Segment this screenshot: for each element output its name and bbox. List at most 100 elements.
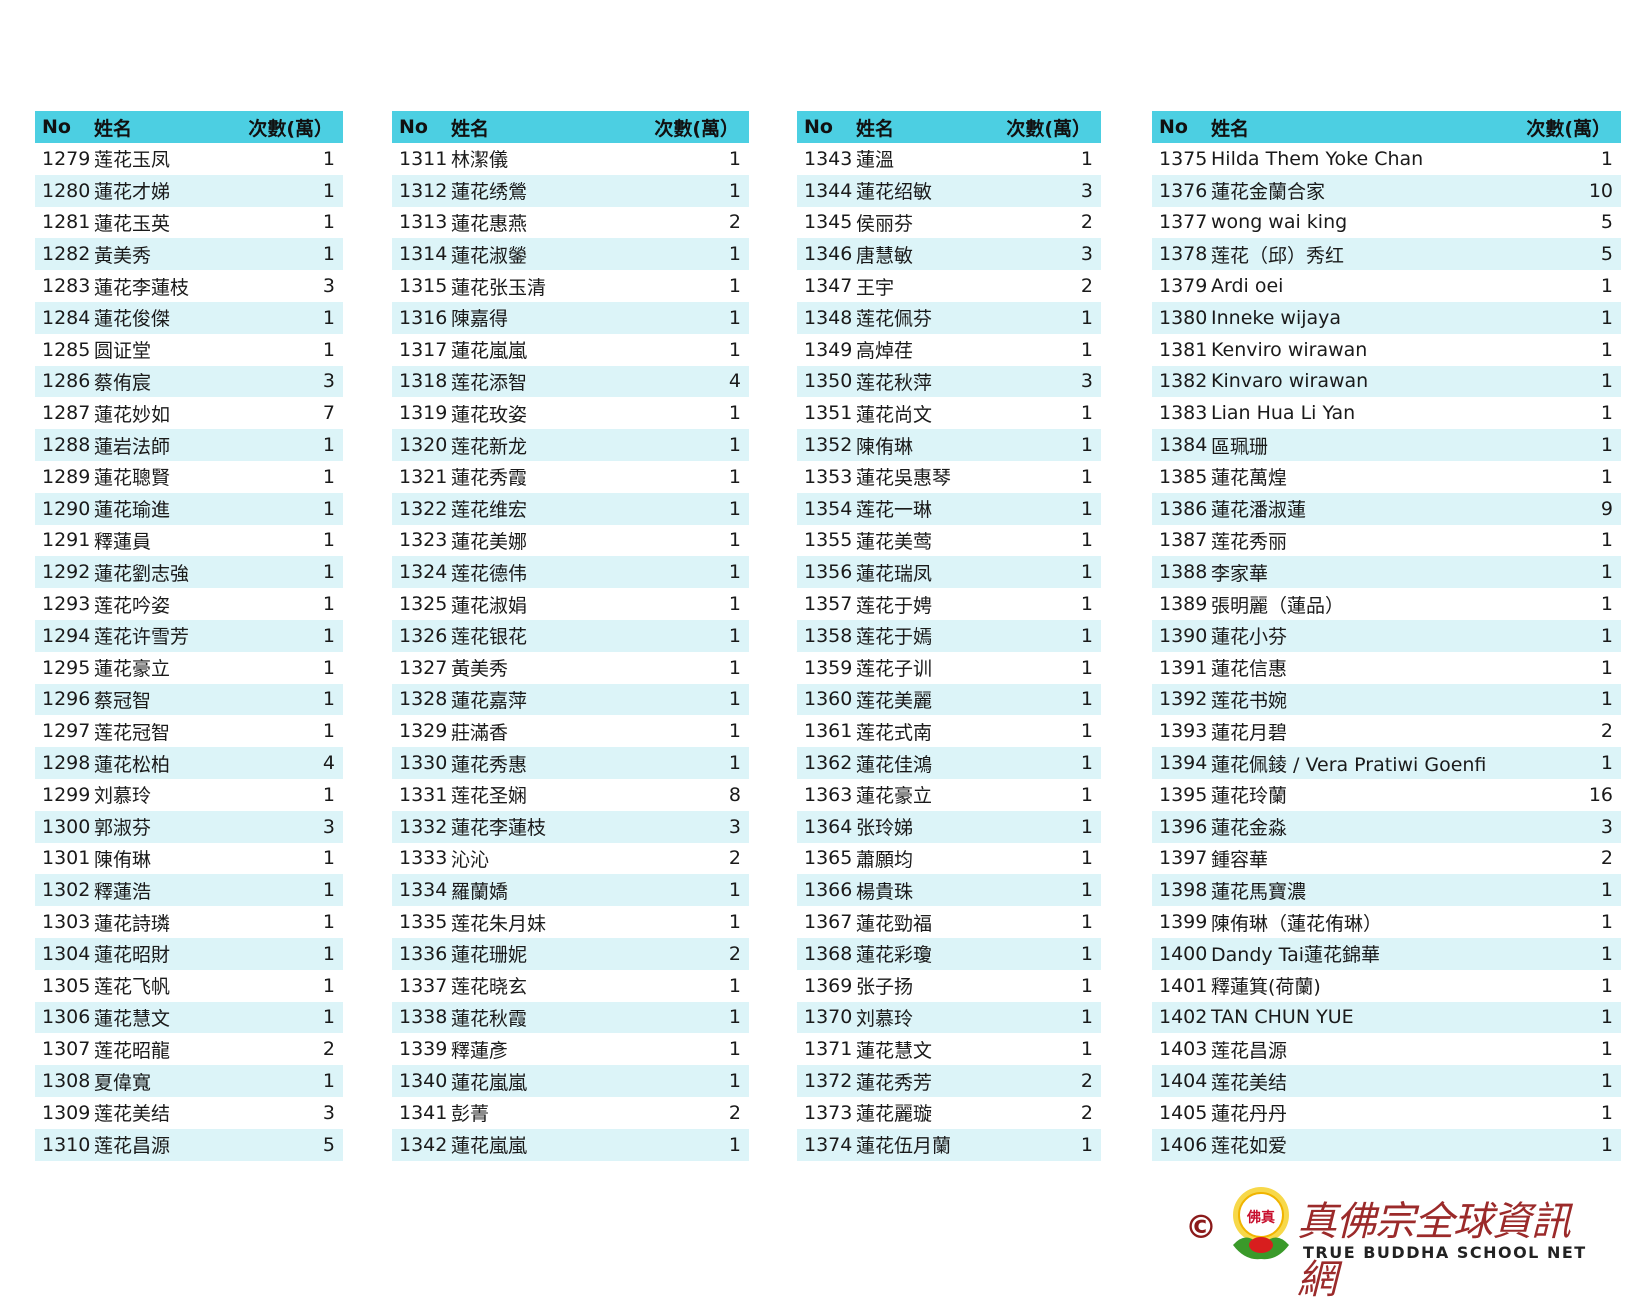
cell-no: 1378 bbox=[1159, 243, 1208, 266]
cell-no: 1361 bbox=[804, 720, 853, 743]
table-row: 1403 莲花昌源 1 bbox=[1152, 1033, 1621, 1065]
cell-name: 蓮花美莺 bbox=[856, 530, 933, 553]
table-header: No 姓名 次數(萬） bbox=[797, 111, 1101, 143]
cell-no: 1303 bbox=[42, 911, 91, 934]
header-count: 次數(萬） bbox=[1006, 117, 1091, 140]
cell-name: 蓮花淑鎣 bbox=[451, 244, 528, 267]
cell-name: 蓮花信惠 bbox=[1211, 658, 1288, 681]
cell-no: 1386 bbox=[1159, 497, 1208, 520]
cell-count: 1 bbox=[1080, 879, 1093, 902]
cell-name: 莊滿香 bbox=[451, 721, 509, 744]
table-row: 1366 楊貴珠 1 bbox=[797, 874, 1101, 907]
cell-no: 1380 bbox=[1159, 306, 1208, 329]
table-row: 1308 夏偉寬 1 bbox=[35, 1065, 343, 1097]
cell-no: 1279 bbox=[42, 147, 91, 170]
table-row: 1389 張明麗（蓮品） 1 bbox=[1152, 588, 1621, 620]
cell-count: 5 bbox=[1600, 243, 1613, 266]
table-row: 1304 蓮花昭財 1 bbox=[35, 937, 343, 970]
table-row: 1316 陳嘉得 1 bbox=[392, 301, 749, 334]
cell-count: 1 bbox=[728, 434, 741, 457]
cell-name: 蓮花麗璇 bbox=[856, 1103, 933, 1126]
cell-count: 1 bbox=[1600, 1070, 1613, 1092]
table-row: 1382 Kinvaro wirawan 1 bbox=[1152, 365, 1621, 398]
cell-no: 1304 bbox=[42, 942, 91, 965]
cell-count: 1 bbox=[322, 1070, 335, 1092]
cell-no: 1376 bbox=[1159, 179, 1208, 202]
cell-name: 蓮花秀芳 bbox=[856, 1071, 933, 1094]
table-row: 1325 蓮花淑娟 1 bbox=[392, 588, 749, 620]
cell-no: 1296 bbox=[42, 688, 91, 711]
cell-name: 蓮花李蓮枝 bbox=[94, 276, 190, 299]
cell-no: 1393 bbox=[1159, 720, 1208, 743]
cell-no: 1349 bbox=[804, 338, 853, 361]
cell-no: 1366 bbox=[804, 879, 853, 902]
table-row: 1333 沁沁 2 bbox=[392, 843, 749, 875]
cell-name: 蓮花金淼 bbox=[1211, 817, 1288, 840]
cell-name: 張明麗（蓮品） bbox=[1211, 594, 1345, 617]
cell-no: 1344 bbox=[804, 179, 853, 202]
cell-name: 蓮岩法師 bbox=[94, 435, 171, 458]
cell-no: 1308 bbox=[42, 1070, 91, 1092]
cell-count: 3 bbox=[1600, 815, 1613, 838]
cell-no: 1286 bbox=[42, 370, 91, 393]
cell-count: 5 bbox=[1600, 211, 1613, 234]
cell-no: 1311 bbox=[399, 147, 448, 170]
cell-no: 1405 bbox=[1159, 1101, 1208, 1124]
cell-name: 刘慕玲 bbox=[856, 1007, 914, 1030]
cell-count: 1 bbox=[728, 624, 741, 647]
cell-no: 1339 bbox=[399, 1038, 448, 1061]
cell-count: 1 bbox=[322, 720, 335, 743]
cell-count: 2 bbox=[728, 847, 741, 870]
cell-no: 1360 bbox=[804, 688, 853, 711]
cell-count: 1 bbox=[1600, 275, 1613, 298]
table-row: 1349 高焯荏 1 bbox=[797, 334, 1101, 366]
cell-no: 1355 bbox=[804, 529, 853, 552]
cell-no: 1382 bbox=[1159, 370, 1208, 393]
table-row: 1347 王宇 2 bbox=[797, 270, 1101, 302]
cell-count: 1 bbox=[1600, 593, 1613, 616]
cell-count: 1 bbox=[1080, 497, 1093, 520]
cell-no: 1318 bbox=[399, 370, 448, 393]
table-row: 1360 莲花美麗 1 bbox=[797, 683, 1101, 716]
header-no: No bbox=[399, 116, 428, 138]
cell-count: 8 bbox=[728, 783, 741, 806]
table-row: 1391 蓮花信惠 1 bbox=[1152, 652, 1621, 684]
table-row: 1323 蓮花美娜 1 bbox=[392, 525, 749, 557]
table-row: 1400 Dandy Tai蓮花錦華 1 bbox=[1152, 937, 1621, 970]
cell-no: 1282 bbox=[42, 243, 91, 266]
table-row: 1343 蓮溫 1 bbox=[797, 143, 1101, 175]
cell-name: 莲花（邱）秀红 bbox=[1211, 244, 1345, 267]
cell-no: 1387 bbox=[1159, 529, 1208, 552]
table-row: 1406 莲花如爱 1 bbox=[1152, 1128, 1621, 1161]
cell-name: 蓮花潘淑蓮 bbox=[1211, 499, 1307, 522]
table-row: 1369 张子扬 1 bbox=[797, 970, 1101, 1002]
cell-count: 16 bbox=[1588, 783, 1613, 806]
cell-name: 唐慧敏 bbox=[856, 244, 914, 267]
cell-count: 9 bbox=[1600, 497, 1613, 520]
cell-name: 蓮花妙如 bbox=[94, 403, 171, 426]
cell-count: 2 bbox=[1600, 847, 1613, 870]
table-row: 1299 刘慕玲 1 bbox=[35, 779, 343, 811]
header-name: 姓名 bbox=[1211, 117, 1250, 140]
table-row: 1312 蓮花绣鶯 1 bbox=[392, 174, 749, 207]
table-row: 1317 蓮花嵐嵐 1 bbox=[392, 334, 749, 366]
cell-name: 蓮花伍月蘭 bbox=[856, 1135, 952, 1158]
cell-name: 高焯荏 bbox=[856, 340, 914, 363]
cell-count: 1 bbox=[728, 656, 741, 679]
cell-no: 1342 bbox=[399, 1133, 448, 1156]
cell-count: 3 bbox=[1080, 179, 1093, 202]
cell-no: 1406 bbox=[1159, 1133, 1208, 1156]
donor-table-4: No 姓名 次數(萬） 1375 Hilda Them Yoke Chan 1 1376 蓮花… bbox=[1152, 111, 1621, 1161]
cell-no: 1352 bbox=[804, 434, 853, 457]
cell-name: 陳侑琳（蓮花侑琳） bbox=[1211, 912, 1383, 935]
cell-name: 张子扬 bbox=[856, 976, 914, 999]
cell-name: 蓮花豪立 bbox=[94, 658, 171, 681]
donor-table-2: No 姓名 次數(萬） 1311 林潔儀 1 1312 蓮花绣鶯 1 1313 蓮花惠燕 2 1314 蓮… bbox=[392, 111, 749, 1161]
cell-count: 1 bbox=[1080, 338, 1093, 361]
table-row: 1351 蓮花尚文 1 bbox=[797, 397, 1101, 429]
cell-name: 莲花昭龍 bbox=[94, 1039, 171, 1062]
table-row: 1396 蓮花金淼 3 bbox=[1152, 810, 1621, 843]
cell-no: 1350 bbox=[804, 370, 853, 393]
cell-name: 蓮花慧文 bbox=[856, 1039, 933, 1062]
cell-count: 2 bbox=[728, 211, 741, 234]
